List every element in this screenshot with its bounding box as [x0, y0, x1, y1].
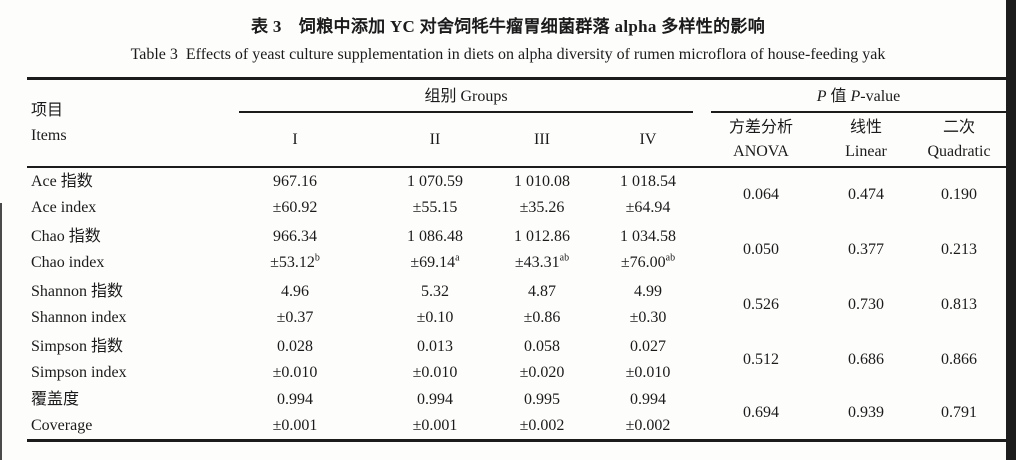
value-cell: 4.96 ±0.37	[276, 282, 314, 326]
row-label: 覆盖度 Coverage	[27, 387, 209, 441]
header-group-4: IV	[595, 114, 701, 168]
pvalue-suffix: -value	[860, 87, 901, 105]
row-label-cn: Shannon 指数	[31, 282, 124, 300]
p-anova: 0.694	[743, 404, 779, 421]
p-anova: 0.512	[743, 350, 779, 368]
header-anova: 方差分析 ANOVA	[701, 114, 821, 168]
value-cell: 0.028 ±0.010	[272, 337, 318, 381]
p-linear: 0.686	[848, 350, 884, 368]
row-label: Chao 指数 Chao index	[27, 222, 209, 277]
header-pvalue-label: P 值 P-value	[711, 82, 1007, 113]
p-anova: 0.526	[743, 295, 779, 313]
scan-border-left	[0, 203, 2, 460]
table-row-simpson: Simpson 指数 Simpson index 0.028 ±0.010 0.0…	[27, 332, 1007, 387]
p-anova: 0.050	[743, 240, 779, 258]
p-quadratic: 0.791	[941, 404, 977, 421]
row-label: Shannon 指数 Shannon index	[27, 277, 209, 332]
header-group-1: I	[209, 114, 381, 168]
value-cell: 5.32 ±0.10	[416, 282, 454, 326]
table-row-shannon: Shannon 指数 Shannon index 4.96 ±0.37 5.32 ±…	[27, 277, 1007, 332]
row-label-en: Coverage	[31, 417, 93, 434]
value-cell: 1 012.86 ±43.31ab	[514, 227, 570, 271]
pvalue-p1: P	[816, 87, 827, 105]
table-title-chinese: 表 3 饲粮中添加 YC 对舍饲牦牛瘤胃细菌群落 alpha 多样性的影响	[250, 17, 766, 36]
header-items-en: Items	[31, 127, 67, 144]
value-cell: 0.027 ±0.010	[625, 337, 671, 381]
header-items-cn: 项目	[31, 102, 64, 119]
value-cell: 1 086.48 ±69.14a	[407, 227, 463, 271]
row-label-cn: 覆盖度	[31, 391, 80, 408]
p-quadratic: 0.866	[941, 350, 977, 368]
row-label: Simpson 指数 Simpson index	[27, 332, 209, 387]
scan-border-right	[1006, 0, 1016, 460]
p-quadratic: 0.813	[941, 295, 977, 313]
header-group-3: III	[489, 114, 595, 168]
value-cell: 1 070.59 ±55.15	[407, 173, 463, 216]
row-label-en: Simpson index	[31, 363, 127, 381]
header-linear-en: Linear	[845, 143, 887, 160]
p-linear: 0.377	[848, 240, 884, 258]
p-linear: 0.730	[848, 295, 884, 313]
value-cell: 967.16 ±60.92	[272, 173, 318, 216]
pvalue-p2: P	[850, 87, 861, 105]
row-label-en: Chao index	[31, 253, 105, 271]
value-cell: 0.058 ±0.020	[519, 337, 565, 381]
header-group-2: II	[381, 114, 489, 168]
header-anova-en: ANOVA	[733, 143, 789, 160]
value-cell: 0.994 ±0.002	[625, 391, 671, 434]
value-cell: 0.013 ±0.010	[412, 337, 458, 381]
value-cell: 1 018.54 ±64.94	[620, 173, 676, 216]
value-cell: 966.34 ±53.12b	[270, 227, 320, 271]
alpha-diversity-table: 项目 Items 组别 Groups P 值 P-value I II	[27, 77, 1008, 442]
header-groups-cn: 组别	[424, 87, 457, 105]
header-groups-spanner: 组别 Groups	[209, 79, 701, 115]
header-anova-cn: 方差分析	[728, 119, 793, 136]
header-pvalue-spanner: P 值 P-value	[701, 79, 1007, 115]
p-linear: 0.474	[848, 186, 884, 203]
p-quadratic: 0.190	[941, 186, 977, 203]
row-label: Ace 指数 Ace index	[27, 167, 209, 222]
value-cell: 0.994 ±0.001	[412, 391, 458, 434]
header-quadratic: 二次 Quadratic	[911, 114, 1008, 168]
header-quadratic-en: Quadratic	[927, 143, 991, 160]
p-anova: 0.064	[743, 186, 779, 203]
row-label-en: Shannon index	[31, 308, 127, 326]
header-items: 项目 Items	[27, 78, 209, 168]
value-cell: 4.87 ±0.86	[523, 282, 561, 326]
value-cell: 1 010.08 ±35.26	[514, 173, 570, 216]
table-row-chao: Chao 指数 Chao index 966.34 ±53.12b 1 086.4…	[27, 222, 1007, 277]
p-quadratic: 0.213	[941, 240, 977, 258]
row-label-en: Ace index	[31, 199, 97, 216]
header-linear-cn: 线性	[849, 119, 882, 136]
pvalue-cn: 值	[826, 87, 851, 105]
value-cell: 4.99 ±0.30	[629, 282, 667, 326]
header-linear: 线性 Linear	[821, 114, 911, 168]
row-label-cn: Ace 指数	[31, 173, 93, 190]
table-row-coverage: 覆盖度 Coverage 0.994 ±0.001 0.994 ±0.001 0.9…	[27, 387, 1007, 441]
value-cell: 0.995 ±0.002	[519, 391, 565, 434]
value-cell: 0.994 ±0.001	[272, 391, 318, 434]
p-linear: 0.939	[848, 404, 884, 421]
table-title-english: Table 3 Effects of yeast culture supplem…	[130, 46, 886, 63]
row-label-cn: Chao 指数	[31, 227, 101, 245]
value-cell: 1 034.58 ±76.00ab	[620, 227, 676, 271]
header-quadratic-cn: 二次	[943, 119, 976, 136]
row-label-cn: Simpson 指数	[31, 337, 124, 355]
header-groups-en: Groups	[460, 87, 508, 105]
table-row-ace: Ace 指数 Ace index 967.16 ±60.92 1 070.59 ±5…	[27, 167, 1007, 222]
